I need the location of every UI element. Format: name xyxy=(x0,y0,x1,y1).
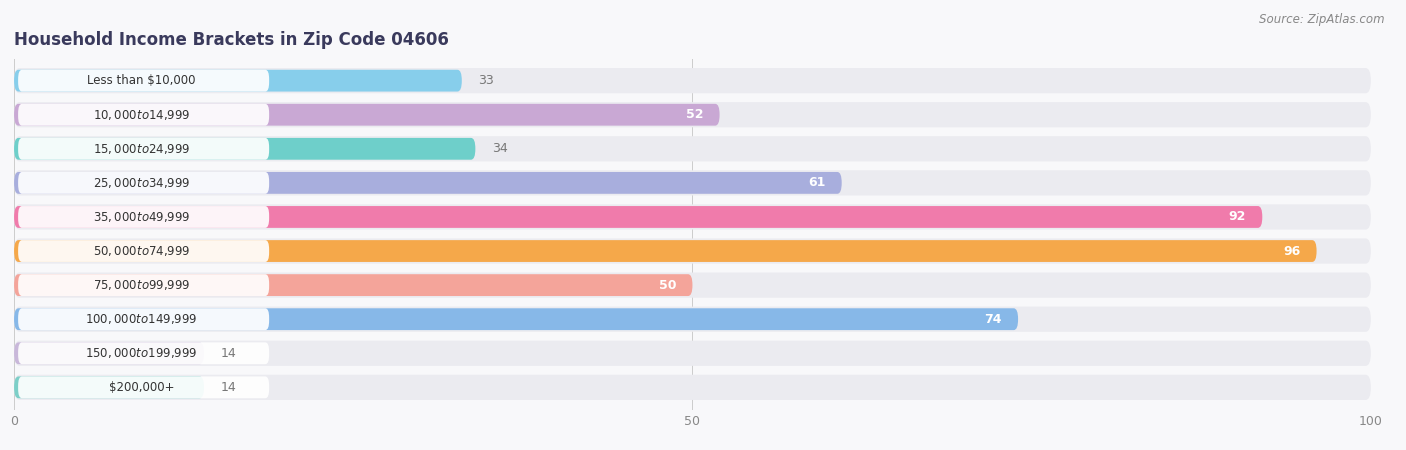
Text: $75,000 to $99,999: $75,000 to $99,999 xyxy=(93,278,190,292)
FancyBboxPatch shape xyxy=(18,377,269,398)
FancyBboxPatch shape xyxy=(14,136,1371,162)
FancyBboxPatch shape xyxy=(14,204,1371,230)
Text: 33: 33 xyxy=(478,74,494,87)
Text: 14: 14 xyxy=(221,347,236,360)
FancyBboxPatch shape xyxy=(14,308,1018,330)
FancyBboxPatch shape xyxy=(18,172,269,194)
Text: 92: 92 xyxy=(1229,211,1246,224)
Text: 96: 96 xyxy=(1284,244,1301,257)
FancyBboxPatch shape xyxy=(14,70,461,91)
FancyBboxPatch shape xyxy=(14,104,720,126)
Text: $100,000 to $149,999: $100,000 to $149,999 xyxy=(86,312,198,326)
Text: 14: 14 xyxy=(221,381,236,394)
FancyBboxPatch shape xyxy=(14,306,1371,332)
Text: Source: ZipAtlas.com: Source: ZipAtlas.com xyxy=(1260,14,1385,27)
Text: $15,000 to $24,999: $15,000 to $24,999 xyxy=(93,142,190,156)
FancyBboxPatch shape xyxy=(18,308,269,330)
Text: $200,000+: $200,000+ xyxy=(108,381,174,394)
FancyBboxPatch shape xyxy=(14,206,1263,228)
FancyBboxPatch shape xyxy=(14,102,1371,127)
Text: $50,000 to $74,999: $50,000 to $74,999 xyxy=(93,244,190,258)
FancyBboxPatch shape xyxy=(18,342,269,364)
FancyBboxPatch shape xyxy=(14,240,1316,262)
FancyBboxPatch shape xyxy=(18,138,269,160)
Text: Less than $10,000: Less than $10,000 xyxy=(87,74,195,87)
FancyBboxPatch shape xyxy=(18,70,269,91)
Text: 50: 50 xyxy=(658,279,676,292)
FancyBboxPatch shape xyxy=(18,104,269,126)
FancyBboxPatch shape xyxy=(14,170,1371,195)
FancyBboxPatch shape xyxy=(18,206,269,228)
FancyBboxPatch shape xyxy=(14,342,204,364)
FancyBboxPatch shape xyxy=(14,68,1371,93)
Text: 34: 34 xyxy=(492,142,508,155)
FancyBboxPatch shape xyxy=(18,240,269,262)
Text: 74: 74 xyxy=(984,313,1002,326)
Text: 52: 52 xyxy=(686,108,703,121)
FancyBboxPatch shape xyxy=(18,274,269,296)
Text: $25,000 to $34,999: $25,000 to $34,999 xyxy=(93,176,190,190)
Text: Household Income Brackets in Zip Code 04606: Household Income Brackets in Zip Code 04… xyxy=(14,31,449,49)
FancyBboxPatch shape xyxy=(14,274,692,296)
FancyBboxPatch shape xyxy=(14,238,1371,264)
FancyBboxPatch shape xyxy=(14,172,842,194)
FancyBboxPatch shape xyxy=(14,138,475,160)
Text: 61: 61 xyxy=(808,176,825,189)
Text: $35,000 to $49,999: $35,000 to $49,999 xyxy=(93,210,190,224)
Text: $10,000 to $14,999: $10,000 to $14,999 xyxy=(93,108,190,122)
FancyBboxPatch shape xyxy=(14,341,1371,366)
Text: $150,000 to $199,999: $150,000 to $199,999 xyxy=(86,346,198,360)
FancyBboxPatch shape xyxy=(14,375,1371,400)
FancyBboxPatch shape xyxy=(14,273,1371,298)
FancyBboxPatch shape xyxy=(14,377,204,398)
